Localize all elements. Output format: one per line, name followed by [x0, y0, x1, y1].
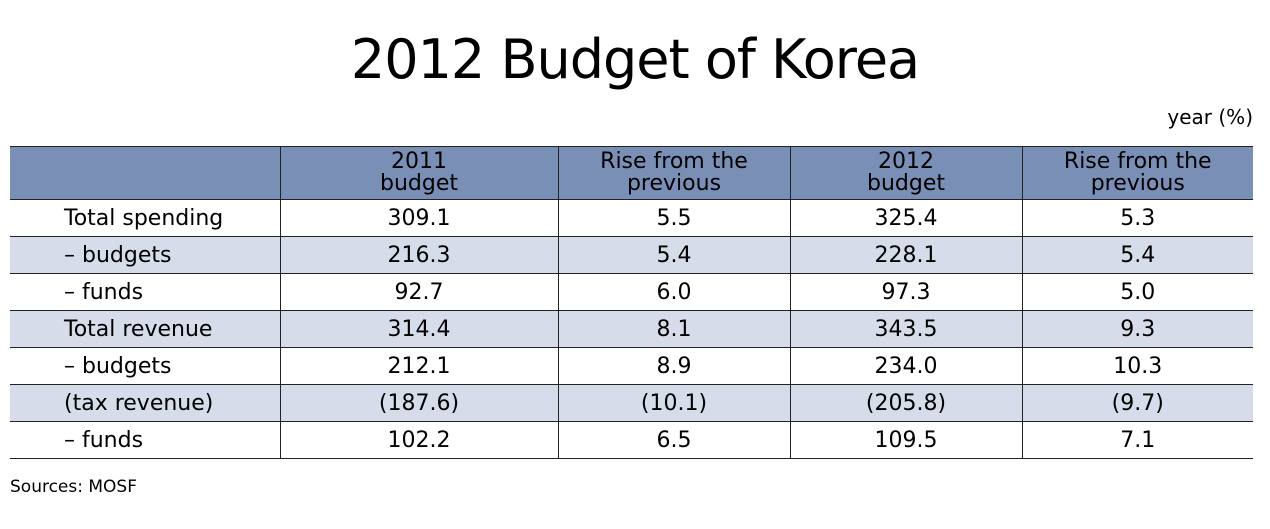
- cell-value: 109.5: [789, 421, 1022, 459]
- header-row: 2011 budget Rise from the previous 2012 bu…: [10, 146, 1253, 200]
- cell-value: 216.3: [279, 236, 558, 274]
- cell-value: 314.4: [279, 310, 558, 348]
- row-label: – funds: [10, 273, 280, 311]
- cell-value: 102.2: [279, 421, 558, 459]
- table-row: Total revenue 314.4 8.1 343.5 9.3: [10, 310, 1253, 348]
- cell-value: 5.4: [1021, 236, 1253, 274]
- row-label: – budgets: [10, 236, 280, 274]
- table-row: Total spending 309.1 5.5 325.4 5.3: [10, 199, 1253, 237]
- budget-table: 2011 budget Rise from the previous 2012 bu…: [10, 146, 1253, 459]
- cell-value: 6.0: [557, 273, 790, 311]
- cell-value: (10.1): [557, 384, 790, 422]
- cell-value: (9.7): [1021, 384, 1253, 422]
- source-note: Sources: MOSF: [10, 477, 137, 497]
- cell-value: 325.4: [789, 199, 1022, 237]
- cell-value: (187.6): [279, 384, 558, 422]
- cell-value: 234.0: [789, 347, 1022, 385]
- column-header: Rise from the previous: [557, 146, 790, 200]
- cell-value: 212.1: [279, 347, 558, 385]
- table-row: (tax revenue) (187.6) (10.1) (205.8) (9.7): [10, 384, 1253, 422]
- cell-value: (205.8): [789, 384, 1022, 422]
- column-header: 2012 budget: [789, 146, 1022, 200]
- row-label: (tax revenue): [10, 384, 280, 422]
- table-row: – budgets 212.1 8.9 234.0 10.3: [10, 347, 1253, 385]
- unit-label: year (%): [1167, 105, 1253, 129]
- cell-value: 8.1: [557, 310, 790, 348]
- cell-value: 5.0: [1021, 273, 1253, 311]
- cell-value: 6.5: [557, 421, 790, 459]
- cell-value: 228.1: [789, 236, 1022, 274]
- cell-value: 8.9: [557, 347, 790, 385]
- table-row: – budgets 216.3 5.4 228.1 5.4: [10, 236, 1253, 274]
- cell-value: 343.5: [789, 310, 1022, 348]
- row-label: Total spending: [10, 199, 280, 237]
- column-header: Rise from the previous: [1021, 146, 1253, 200]
- cell-value: 5.5: [557, 199, 790, 237]
- cell-value: 5.3: [1021, 199, 1253, 237]
- cell-value: 92.7: [279, 273, 558, 311]
- column-header: [10, 146, 280, 200]
- cell-value: 309.1: [279, 199, 558, 237]
- table-row: – funds 102.2 6.5 109.5 7.1: [10, 421, 1253, 459]
- column-header: 2011 budget: [279, 146, 558, 200]
- cell-value: 10.3: [1021, 347, 1253, 385]
- cell-value: 7.1: [1021, 421, 1253, 459]
- row-label: Total revenue: [10, 310, 280, 348]
- table-row: – funds 92.7 6.0 97.3 5.0: [10, 273, 1253, 311]
- table-body: Total spending 309.1 5.5 325.4 5.3– budgets 2…: [10, 199, 1253, 459]
- row-label: – budgets: [10, 347, 280, 385]
- cell-value: 97.3: [789, 273, 1022, 311]
- cell-value: 9.3: [1021, 310, 1253, 348]
- title: 2012 Budget of Korea: [350, 28, 920, 91]
- row-label: – funds: [10, 421, 280, 459]
- cell-value: 5.4: [557, 236, 790, 274]
